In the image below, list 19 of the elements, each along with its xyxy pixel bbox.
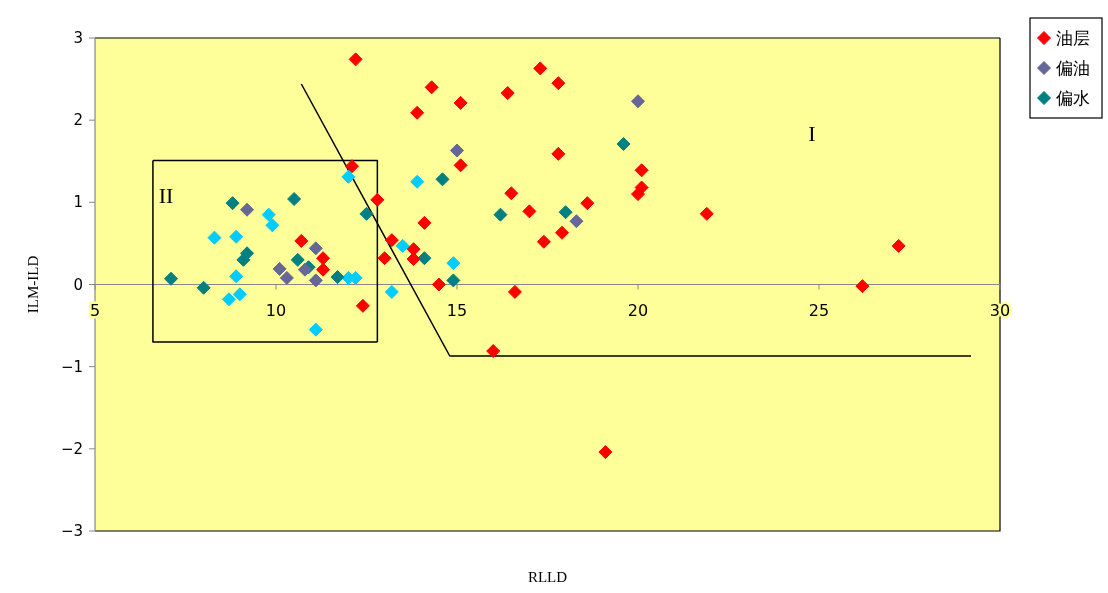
legend-label: 油层 xyxy=(1056,28,1090,48)
x-axis-title: RLLD xyxy=(527,569,568,585)
x-tick-label: 5 xyxy=(89,300,101,320)
annotation: II xyxy=(158,183,174,208)
y-tick-label: −1 xyxy=(60,357,83,376)
y-tick-label: −2 xyxy=(60,439,83,458)
y-tick-label: 1 xyxy=(73,193,83,212)
x-tick-label: 15 xyxy=(446,300,468,320)
legend-label: 偏油 xyxy=(1056,58,1090,78)
x-tick-label: 25 xyxy=(808,300,830,320)
annotation: I xyxy=(808,121,816,146)
y-tick-label: 3 xyxy=(73,29,83,47)
legend-label: 偏水 xyxy=(1056,88,1090,108)
x-tick-label: 20 xyxy=(627,300,649,320)
y-tick-label: 2 xyxy=(73,111,83,130)
y-tick-label: −3 xyxy=(60,522,83,540)
y-tick-label: 0 xyxy=(73,275,83,294)
y-axis-title: ILM-ILD xyxy=(25,255,41,314)
x-tick-label: 10 xyxy=(265,300,287,320)
